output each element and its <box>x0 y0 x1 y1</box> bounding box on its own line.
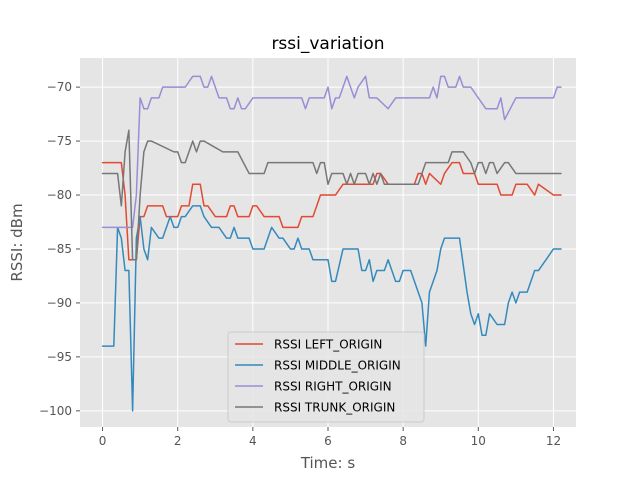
legend-entry-label: RSSI MIDDLE_ORIGIN <box>274 359 401 373</box>
legend-entry-label: RSSI LEFT_ORIGIN <box>274 338 382 352</box>
x-tick-label: 6 <box>324 434 332 448</box>
chart-title: rssi_variation <box>271 34 384 54</box>
y-tick-label: −70 <box>47 80 72 94</box>
x-tick-label: 8 <box>399 434 407 448</box>
legend-items: RSSI LEFT_ORIGIN RSSI MIDDLE_ORIGIN RSSI R… <box>235 338 401 415</box>
series-line-rssi-middle-origin <box>101 205 562 412</box>
y-tick-label: −80 <box>47 188 72 202</box>
series-line-rssi-trunk-origin <box>101 129 562 261</box>
y-tick-label: −100 <box>39 404 72 418</box>
y-tick-label: −75 <box>47 134 72 148</box>
legend-box <box>227 331 425 423</box>
series-line-rssi-left-origin <box>101 161 562 261</box>
y-axis-label: RSSI: dBm <box>8 203 26 281</box>
x-axis-label: Time: s <box>300 454 356 472</box>
y-tick-label: −95 <box>47 350 72 364</box>
legend-entry-label: RSSI TRUNK_ORIGIN <box>274 401 395 415</box>
x-tick-label: 12 <box>546 434 561 448</box>
x-axis-ticks: 0 2 4 6 8 10 12 <box>99 427 561 448</box>
y-tick-label: −85 <box>47 242 72 256</box>
y-tick-label: −90 <box>47 296 72 310</box>
legend-entry-label: RSSI RIGHT_ORIGIN <box>274 380 392 394</box>
x-tick-label: 2 <box>174 434 182 448</box>
y-axis-ticks: −100 −95 −90 −85 −80 −75 −70 <box>39 80 80 418</box>
x-tick-label: 10 <box>471 434 486 448</box>
legend: RSSI LEFT_ORIGIN RSSI MIDDLE_ORIGIN RSSI R… <box>227 331 425 423</box>
series-lines <box>101 75 562 412</box>
series-line-rssi-right-origin <box>101 75 562 229</box>
x-tick-label: 4 <box>249 434 257 448</box>
x-tick-label: 0 <box>99 434 107 448</box>
